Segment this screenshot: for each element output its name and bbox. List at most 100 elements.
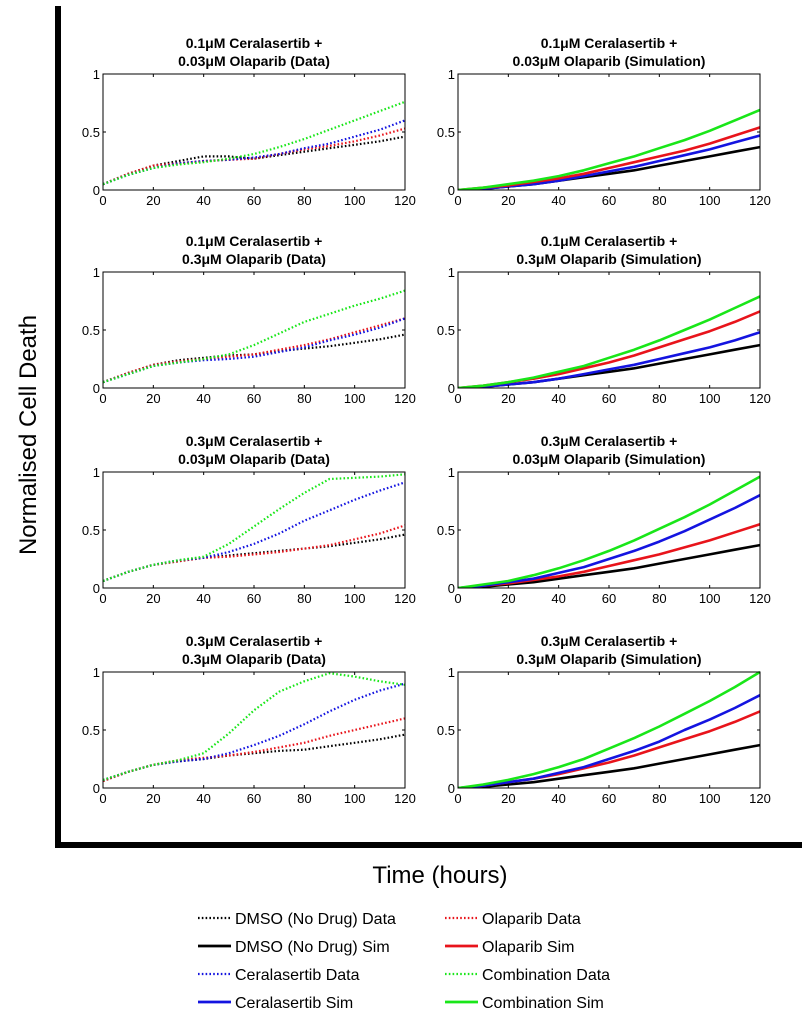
x-tick-label: 40 xyxy=(196,791,210,806)
y-tick-label: 0.5 xyxy=(437,323,455,338)
x-tick-label: 100 xyxy=(699,591,721,606)
x-tick-label: 20 xyxy=(146,193,160,208)
y-tick-label: 0 xyxy=(93,581,100,596)
legend-item: Olaparib Sim xyxy=(445,939,574,956)
y-tick-label: 0 xyxy=(448,381,455,396)
x-tick-label: 40 xyxy=(196,193,210,208)
panel-title-line-1: 0.1μM Ceralasertib + xyxy=(541,35,678,51)
series-ceralasertib-solid xyxy=(458,331,760,388)
plot-frame xyxy=(102,73,406,191)
series-combination-solid xyxy=(458,295,760,388)
series-olaparib-solid xyxy=(458,126,760,190)
y-tick-label: 0 xyxy=(93,183,100,198)
x-tick-label: 0 xyxy=(454,591,461,606)
panel-title-line-2: 0.3μM Olaparib (Data) xyxy=(182,651,326,667)
panel-title-line-1: 0.1μM Ceralasertib + xyxy=(186,233,323,249)
y-tick-label: 0.5 xyxy=(82,125,100,140)
plot-frame xyxy=(102,671,406,789)
y-tick-label: 0.5 xyxy=(82,323,100,338)
series-olaparib-solid xyxy=(458,522,760,588)
x-tick-label: 20 xyxy=(501,591,515,606)
x-tick-label: 80 xyxy=(652,791,666,806)
x-tick-label: 20 xyxy=(146,791,160,806)
panel-title-line-1: 0.1μM Ceralasertib + xyxy=(541,233,678,249)
legend: DMSO (No Drug) Data Olaparib Data DMSO (No… xyxy=(198,911,610,1012)
panel-title-line-2: 0.3μM Olaparib (Simulation) xyxy=(516,251,701,267)
series-combination-dotted xyxy=(103,672,405,781)
panel-title-line-1: 0.3μM Ceralasertib + xyxy=(541,433,678,449)
chart-panel-2: 0.1μM Ceralasertib + 0.03μM Olaparib (Sim… xyxy=(437,35,771,208)
series-combination-dotted xyxy=(103,289,405,384)
x-tick-label: 0 xyxy=(99,791,106,806)
x-tick-label: 100 xyxy=(699,391,721,406)
x-tick-label: 100 xyxy=(344,391,366,406)
y-tick-label: 1 xyxy=(448,665,455,680)
x-tick-label: 0 xyxy=(454,791,461,806)
series-olaparib-solid xyxy=(458,310,760,388)
x-tick-label: 80 xyxy=(652,193,666,208)
legend-label: Ceralasertib Sim xyxy=(235,995,353,1012)
series-combination-dotted xyxy=(103,473,405,583)
y-tick-label: 0 xyxy=(93,381,100,396)
y-tick-label: 1 xyxy=(93,665,100,680)
y-tick-label: 0 xyxy=(448,581,455,596)
figure-ylabel: Normalised Cell Death xyxy=(15,315,42,555)
y-tick-label: 1 xyxy=(93,67,100,82)
y-tick-label: 1 xyxy=(93,465,100,480)
y-tick-label: 1 xyxy=(93,265,100,280)
y-tick-label: 0.5 xyxy=(437,125,455,140)
panel-title-line-1: 0.1μM Ceralasertib + xyxy=(186,35,323,51)
series-combination-dotted xyxy=(103,100,405,186)
x-tick-label: 0 xyxy=(99,193,106,208)
x-tick-label: 60 xyxy=(602,591,616,606)
x-tick-label: 20 xyxy=(146,391,160,406)
x-tick-label: 80 xyxy=(297,193,311,208)
legend-item: DMSO (No Drug) Data xyxy=(198,911,396,928)
x-tick-label: 80 xyxy=(652,591,666,606)
y-tick-label: 0 xyxy=(448,781,455,796)
x-tick-label: 40 xyxy=(551,591,565,606)
x-tick-label: 40 xyxy=(551,791,565,806)
legend-label: Combination Data xyxy=(482,967,610,984)
legend-label: Ceralasertib Data xyxy=(235,967,360,984)
panel-title-line-1: 0.3μM Ceralasertib + xyxy=(541,633,678,649)
series-olaparib-dotted xyxy=(103,717,405,783)
y-tick-label: 0.5 xyxy=(82,723,100,738)
x-tick-label: 120 xyxy=(749,791,771,806)
x-tick-label: 40 xyxy=(196,591,210,606)
chart-panel-3: 0.1μM Ceralasertib + 0.3μM Olaparib (Data… xyxy=(82,233,416,406)
x-tick-label: 60 xyxy=(602,791,616,806)
series-ceralasertib-dotted xyxy=(103,682,405,781)
legend-item: Combination Sim xyxy=(445,995,604,1012)
chart-panel-7: 0.3μM Ceralasertib + 0.3μM Olaparib (Data… xyxy=(82,633,416,806)
x-tick-label: 80 xyxy=(297,791,311,806)
x-tick-label: 0 xyxy=(454,193,461,208)
x-tick-label: 60 xyxy=(247,591,261,606)
plot-frame xyxy=(102,471,406,589)
legend-item: Ceralasertib Sim xyxy=(198,995,353,1012)
y-tick-label: 0.5 xyxy=(437,723,455,738)
y-tick-label: 0 xyxy=(93,781,100,796)
x-tick-label: 100 xyxy=(344,193,366,208)
series-dmso-solid xyxy=(458,343,760,388)
panel-title-line-2: 0.03μM Olaparib (Simulation) xyxy=(513,451,706,467)
series-olaparib-dotted xyxy=(103,317,405,384)
legend-item: DMSO (No Drug) Sim xyxy=(198,939,390,956)
figure-xlabel: Time (hours) xyxy=(372,862,507,889)
x-tick-label: 120 xyxy=(394,193,416,208)
series-dmso-solid xyxy=(458,743,760,788)
series-ceralasertib-solid xyxy=(458,494,760,588)
y-tick-label: 1 xyxy=(448,265,455,280)
x-tick-label: 20 xyxy=(501,791,515,806)
chart-panel-1: 0.1μM Ceralasertib + 0.03μM Olaparib (Dat… xyxy=(82,35,416,208)
x-tick-label: 40 xyxy=(551,391,565,406)
legend-label: DMSO (No Drug) Data xyxy=(235,911,396,928)
panel-title-line-1: 0.3μM Ceralasertib + xyxy=(186,633,323,649)
panels: 0.1μM Ceralasertib + 0.03μM Olaparib (Dat… xyxy=(82,35,771,806)
y-tick-label: 1 xyxy=(448,465,455,480)
x-tick-label: 60 xyxy=(602,391,616,406)
y-tick-label: 0 xyxy=(448,183,455,198)
legend-item: Ceralasertib Data xyxy=(198,967,360,984)
x-tick-label: 80 xyxy=(297,591,311,606)
